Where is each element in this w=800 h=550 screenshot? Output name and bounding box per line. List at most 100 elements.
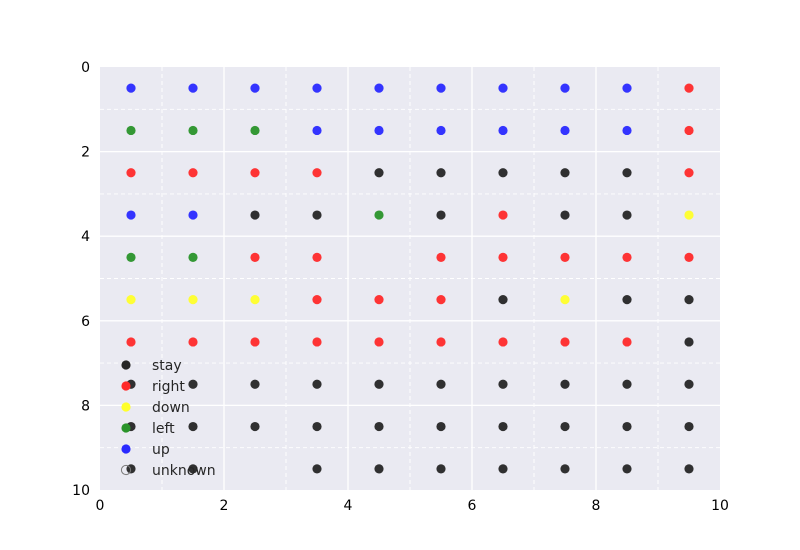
x-axis-ticks: 0 2 4 6 8 10 bbox=[96, 498, 729, 514]
point-right bbox=[436, 295, 446, 305]
point-right bbox=[312, 295, 322, 305]
point-stay bbox=[374, 168, 384, 178]
point-up bbox=[560, 83, 570, 93]
legend-marker-left bbox=[121, 423, 131, 433]
point-left bbox=[126, 252, 136, 262]
point-right bbox=[188, 168, 198, 178]
point-right bbox=[312, 168, 322, 178]
point-right bbox=[622, 337, 632, 347]
point-left bbox=[250, 125, 260, 136]
point-stay bbox=[188, 379, 198, 389]
x-tick-label: 10 bbox=[711, 498, 729, 514]
point-stay bbox=[312, 210, 322, 220]
point-down bbox=[684, 210, 694, 220]
point-left bbox=[188, 125, 198, 136]
legend-marker-right bbox=[121, 381, 131, 391]
point-up bbox=[436, 83, 446, 93]
x-tick-label: 6 bbox=[468, 498, 477, 514]
point-right bbox=[436, 252, 446, 262]
point-stay bbox=[374, 464, 384, 474]
point-stay bbox=[560, 421, 570, 432]
point-right bbox=[312, 252, 322, 262]
point-stay bbox=[374, 421, 384, 432]
legend-label-stay: stay bbox=[152, 358, 182, 374]
y-tick-label: 8 bbox=[81, 398, 90, 414]
y-tick-label: 10 bbox=[72, 483, 90, 499]
legend-marker-stay bbox=[121, 360, 131, 370]
point-stay bbox=[436, 379, 446, 389]
point-stay bbox=[622, 168, 632, 178]
point-left bbox=[374, 210, 384, 220]
point-stay bbox=[684, 379, 694, 389]
point-up bbox=[560, 125, 570, 136]
point-stay bbox=[188, 464, 198, 474]
point-stay bbox=[684, 464, 694, 474]
point-stay bbox=[560, 210, 570, 220]
point-right bbox=[498, 210, 508, 220]
point-stay bbox=[436, 168, 446, 178]
point-right bbox=[374, 337, 384, 347]
point-right bbox=[374, 295, 384, 305]
point-right bbox=[250, 168, 260, 178]
point-down bbox=[126, 295, 136, 305]
y-axis-ticks: 0 2 4 6 8 10 bbox=[72, 60, 90, 499]
y-tick-label: 6 bbox=[81, 314, 90, 330]
point-right bbox=[560, 252, 570, 262]
legend-label-unknown: unknown bbox=[152, 463, 216, 479]
point-stay bbox=[684, 337, 694, 347]
legend-marker-down bbox=[121, 402, 131, 412]
legend-label-right: right bbox=[152, 379, 185, 395]
point-stay bbox=[436, 210, 446, 220]
point-stay bbox=[622, 295, 632, 305]
point-stay bbox=[188, 421, 198, 432]
point-up bbox=[436, 125, 446, 136]
point-right bbox=[684, 83, 694, 93]
legend-label-left: left bbox=[152, 421, 175, 437]
point-down bbox=[250, 295, 260, 305]
point-right bbox=[622, 252, 632, 262]
legend-marker-unknown bbox=[120, 464, 132, 476]
y-tick-label: 4 bbox=[81, 229, 90, 245]
x-tick-label: 0 bbox=[96, 498, 105, 514]
point-stay bbox=[560, 379, 570, 389]
grid-lines bbox=[100, 67, 720, 490]
point-stay bbox=[436, 464, 446, 474]
point-stay bbox=[498, 464, 508, 474]
point-stay bbox=[436, 421, 446, 432]
point-down bbox=[560, 295, 570, 305]
point-up bbox=[498, 83, 508, 93]
point-stay bbox=[312, 421, 322, 432]
legend-label-up: up bbox=[152, 442, 170, 458]
point-right bbox=[312, 337, 322, 347]
point-right bbox=[126, 168, 136, 178]
point-up bbox=[312, 125, 322, 136]
y-tick-label: 0 bbox=[81, 60, 90, 76]
point-down bbox=[188, 295, 198, 305]
x-tick-label: 4 bbox=[344, 498, 353, 514]
x-tick-label: 2 bbox=[220, 498, 229, 514]
point-stay bbox=[622, 421, 632, 432]
point-up bbox=[622, 83, 632, 93]
point-stay bbox=[250, 421, 260, 432]
point-left bbox=[188, 252, 198, 262]
point-up bbox=[374, 83, 384, 93]
point-stay bbox=[684, 295, 694, 305]
point-left bbox=[126, 125, 136, 136]
point-stay bbox=[374, 379, 384, 389]
point-up bbox=[622, 125, 632, 136]
point-up bbox=[374, 125, 384, 136]
point-stay bbox=[250, 379, 260, 389]
point-right bbox=[498, 252, 508, 262]
point-up bbox=[498, 125, 508, 136]
point-up bbox=[312, 83, 322, 93]
point-up bbox=[250, 83, 260, 93]
point-up bbox=[188, 210, 198, 220]
point-stay bbox=[250, 210, 260, 220]
point-stay bbox=[622, 210, 632, 220]
point-right bbox=[560, 337, 570, 347]
point-right bbox=[684, 125, 694, 136]
point-stay bbox=[684, 421, 694, 432]
point-stay bbox=[498, 168, 508, 178]
point-right bbox=[250, 337, 260, 347]
